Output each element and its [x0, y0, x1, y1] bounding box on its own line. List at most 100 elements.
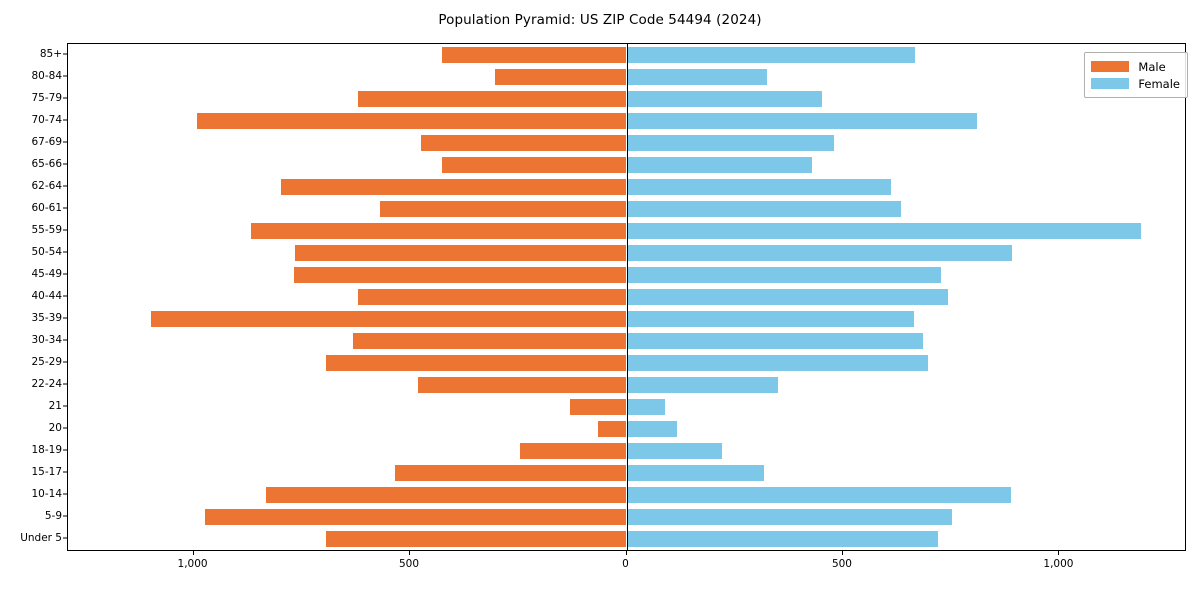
bar-row: [68, 421, 1185, 437]
y-axis-tick-mark: [63, 471, 67, 473]
y-axis-tick-label: 70-74: [31, 114, 62, 126]
bar-row: [68, 201, 1185, 217]
x-axis-ticks: 1,000 500 0 500 1,000: [0, 551, 1200, 591]
y-axis-tick-label: 10-14: [31, 488, 62, 500]
y-axis-tick-label: 80-84: [31, 70, 62, 82]
y-axis-tick-mark: [63, 383, 67, 385]
bar-female: [626, 179, 891, 195]
bar-row: [68, 509, 1185, 525]
legend-label: Female: [1138, 76, 1180, 91]
bar-female: [626, 333, 923, 349]
y-axis-tick-label: 40-44: [31, 290, 62, 302]
y-axis-tick-mark: [63, 119, 67, 121]
bar-female: [626, 69, 768, 85]
bar-female: [626, 157, 812, 173]
x-axis-tick-mark: [1058, 551, 1060, 555]
bar-row: [68, 113, 1185, 129]
bar-row: [68, 47, 1185, 63]
bar-male: [420, 135, 627, 151]
bar-row: [68, 333, 1185, 349]
y-axis-tick-mark: [63, 361, 67, 363]
y-axis-tick-label: 25-29: [31, 356, 62, 368]
x-axis-tick-label: 1,000: [177, 558, 208, 570]
zero-axis-line: [626, 44, 628, 550]
bar-row: [68, 289, 1185, 305]
y-axis-tick-mark: [63, 449, 67, 451]
bar-female: [626, 509, 952, 525]
y-axis-tick-mark: [63, 317, 67, 319]
bar-row: [68, 465, 1185, 481]
bar-row: [68, 377, 1185, 393]
y-axis-tick-label: 50-54: [31, 246, 62, 258]
y-axis-tick-mark: [63, 339, 67, 341]
bar-female: [626, 443, 722, 459]
legend-swatch: [1091, 78, 1130, 89]
x-axis-tick-label: 500: [831, 558, 852, 570]
bar-male: [442, 47, 627, 63]
y-axis-tick-label: 15-17: [31, 466, 62, 478]
y-axis-tick-label: 75-79: [31, 92, 62, 104]
bar-female: [626, 399, 666, 415]
y-axis-tick-mark: [63, 295, 67, 297]
bar-row: [68, 135, 1185, 151]
bar-female: [626, 267, 942, 283]
x-axis-tick-mark: [625, 551, 627, 555]
bar-row: [68, 311, 1185, 327]
bar-male: [295, 245, 627, 261]
bar-female: [626, 531, 938, 547]
y-axis-tick-mark: [63, 251, 67, 253]
y-axis-tick-mark: [63, 515, 67, 517]
y-axis-labels: 85+ 80-84 75-79 70-74 67-69 65-66 62-64 60-61 55…: [0, 43, 62, 551]
y-axis-tick-mark: [63, 75, 67, 77]
y-axis-tick-mark: [63, 141, 67, 143]
y-axis-tick-mark: [63, 537, 67, 539]
bar-female: [626, 91, 823, 107]
bar-male: [442, 157, 627, 173]
y-axis-tick-label: 20: [48, 422, 62, 434]
bars-layer: [68, 44, 1185, 550]
legend-item[interactable]: Male: [1091, 58, 1180, 75]
bar-row: [68, 157, 1185, 173]
bar-male: [293, 267, 627, 283]
bar-female: [626, 223, 1141, 239]
y-axis-tick-mark: [63, 185, 67, 187]
y-axis-tick-mark: [63, 163, 67, 165]
x-axis-tick-mark: [409, 551, 411, 555]
bar-row: [68, 355, 1185, 371]
x-axis-tick-label: 0: [622, 558, 629, 570]
bar-male: [197, 113, 627, 129]
bar-female: [626, 135, 835, 151]
y-axis-tick-mark: [63, 493, 67, 495]
y-axis-tick-label: 85+: [39, 48, 62, 60]
y-axis-tick-mark: [63, 405, 67, 407]
bar-female: [626, 355, 929, 371]
bar-row: [68, 245, 1185, 261]
bar-female: [626, 47, 915, 63]
bar-male: [520, 443, 627, 459]
bar-male: [379, 201, 627, 217]
bar-female: [626, 311, 914, 327]
bar-row: [68, 267, 1185, 283]
y-axis-tick-label: 55-59: [31, 224, 62, 236]
bar-row: [68, 487, 1185, 503]
y-axis-tick-mark: [63, 207, 67, 209]
bar-row: [68, 399, 1185, 415]
x-axis-tick-mark: [192, 551, 194, 555]
y-axis-tick-mark: [63, 97, 67, 99]
bar-male: [395, 465, 627, 481]
bar-female: [626, 289, 948, 305]
x-axis-tick-label: 500: [398, 558, 420, 570]
y-axis-tick-label: 30-34: [31, 334, 62, 346]
chart-title: Population Pyramid: US ZIP Code 54494 (2…: [438, 12, 762, 28]
y-axis-ticks: [0, 43, 70, 551]
bar-female: [626, 487, 1011, 503]
legend-item[interactable]: Female: [1091, 75, 1180, 92]
bar-row: [68, 69, 1185, 85]
y-axis-tick-mark: [63, 53, 67, 55]
chart-legend: Male Female: [1084, 52, 1188, 98]
bar-male: [417, 377, 627, 393]
bar-male: [281, 179, 627, 195]
bar-male: [250, 223, 627, 239]
bar-male: [325, 531, 627, 547]
